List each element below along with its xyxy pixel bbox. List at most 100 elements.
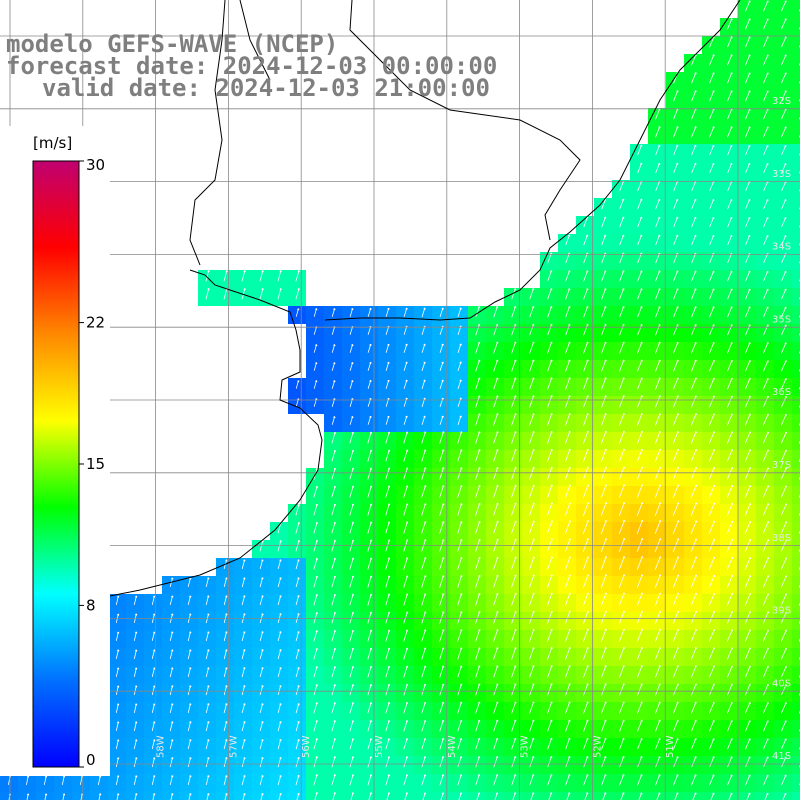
wind-arrow bbox=[439, 380, 444, 390]
longitude-label: 58W bbox=[156, 735, 167, 758]
wind-arrow bbox=[762, 576, 769, 588]
wind-arrow bbox=[188, 794, 191, 800]
wind-arrow-head bbox=[568, 628, 571, 631]
wind-arrow bbox=[367, 666, 372, 678]
wind-speed-cell bbox=[486, 504, 504, 522]
wind-arrow bbox=[439, 576, 444, 588]
wind-arrow bbox=[331, 327, 335, 335]
wind-arrow-head bbox=[315, 702, 318, 705]
wind-arrow bbox=[331, 721, 336, 732]
wind-arrow-head bbox=[225, 703, 228, 706]
wind-arrow-head bbox=[623, 520, 626, 523]
wind-speed-cell bbox=[630, 162, 648, 180]
wind-speed-cell bbox=[684, 702, 702, 720]
wind-arrow bbox=[439, 558, 444, 570]
wind-arrow-head bbox=[586, 341, 589, 344]
wind-arrow bbox=[655, 199, 660, 210]
wind-speed-cell bbox=[666, 720, 684, 738]
wind-arrow-head bbox=[767, 575, 770, 578]
wind-speed-cell bbox=[594, 252, 612, 270]
wind-arrow-head bbox=[189, 775, 192, 778]
wind-arrow-head bbox=[496, 556, 499, 559]
wind-arrow bbox=[727, 720, 733, 732]
wind-arrow-head bbox=[261, 721, 264, 724]
wind-arrow bbox=[151, 740, 155, 750]
wind-speed-cell bbox=[774, 702, 792, 720]
wind-arrow-head bbox=[784, 199, 787, 202]
wind-speed-cell bbox=[504, 486, 522, 504]
wind-arrow-head bbox=[586, 430, 589, 433]
longitude-label: 55W bbox=[374, 735, 385, 758]
wind-speed-cell bbox=[612, 252, 630, 270]
wind-speed-cell bbox=[720, 270, 738, 288]
wind-arrow bbox=[529, 342, 534, 354]
wind-speed-cell bbox=[666, 414, 684, 432]
wind-arrow bbox=[565, 611, 571, 624]
wind-speed-cell bbox=[108, 792, 126, 800]
wind-arrow bbox=[600, 485, 607, 499]
wind-speed-cell bbox=[756, 432, 774, 450]
wind-arrow-head bbox=[315, 362, 318, 365]
wind-arrow-head bbox=[532, 574, 535, 577]
wind-arrow bbox=[529, 593, 534, 606]
wind-speed-cell bbox=[378, 720, 396, 738]
wind-speed-cell bbox=[792, 756, 800, 774]
wind-speed-cell bbox=[666, 468, 684, 486]
wind-arrow bbox=[475, 648, 480, 660]
wind-speed-cell bbox=[414, 702, 432, 720]
wind-arrow-head bbox=[694, 306, 697, 309]
wind-arrow bbox=[600, 467, 607, 480]
wind-arrow-head bbox=[532, 306, 535, 309]
wind-arrow bbox=[331, 381, 335, 389]
wind-arrow bbox=[223, 578, 227, 588]
wind-arrow-head bbox=[496, 502, 499, 505]
wind-arrow bbox=[726, 432, 733, 444]
wind-arrow bbox=[475, 342, 480, 354]
wind-speed-cell bbox=[738, 270, 756, 288]
wind-arrow bbox=[187, 686, 191, 696]
wind-arrow bbox=[295, 668, 299, 678]
wind-arrow-head bbox=[225, 721, 228, 724]
wind-speed-cell bbox=[612, 504, 630, 522]
wind-speed-cell bbox=[432, 558, 450, 576]
wind-arrow-head bbox=[766, 270, 769, 273]
wind-arrow bbox=[439, 432, 444, 444]
wind-speed-cell bbox=[306, 468, 324, 486]
wind-arrow bbox=[636, 485, 643, 499]
wind-arrow bbox=[637, 289, 642, 300]
wind-speed-cell bbox=[738, 234, 756, 252]
wind-arrow-head bbox=[514, 413, 517, 416]
wind-arrow bbox=[709, 775, 714, 786]
wind-speed-cell bbox=[414, 432, 432, 450]
wind-speed-cell bbox=[648, 486, 666, 504]
wind-arrow bbox=[565, 738, 570, 750]
wind-arrow bbox=[169, 758, 173, 768]
wind-arrow-head bbox=[388, 521, 391, 524]
wind-arrow-head bbox=[478, 647, 481, 650]
wind-arrow-head bbox=[478, 756, 481, 759]
wind-arrow bbox=[709, 55, 714, 66]
wind-arrow-head bbox=[424, 629, 427, 632]
wind-speed-cell bbox=[720, 594, 738, 612]
wind-arrow-head bbox=[333, 450, 336, 452]
wind-arrow bbox=[26, 794, 29, 800]
wind-arrow bbox=[709, 163, 714, 174]
wind-speed-cell bbox=[648, 720, 666, 738]
wind-arrow bbox=[493, 414, 498, 426]
wind-speed-cell bbox=[522, 450, 540, 468]
wind-arrow bbox=[385, 486, 390, 498]
wind-arrow bbox=[403, 775, 408, 786]
wind-speed-cell bbox=[738, 756, 756, 774]
wind-arrow-head bbox=[713, 629, 715, 632]
wind-speed-cell bbox=[792, 54, 800, 72]
wind-arrow-head bbox=[712, 647, 715, 650]
wind-arrow-head bbox=[640, 610, 643, 613]
wind-arrow-head bbox=[766, 647, 769, 650]
wind-speed-cell bbox=[324, 522, 342, 540]
wind-arrow-head bbox=[550, 756, 553, 759]
wind-speed-cell bbox=[450, 594, 468, 612]
wind-speed-cell bbox=[666, 216, 684, 234]
wind-arrow-head bbox=[405, 792, 408, 795]
wind-speed-cell bbox=[756, 576, 774, 594]
wind-arrow bbox=[691, 289, 696, 300]
